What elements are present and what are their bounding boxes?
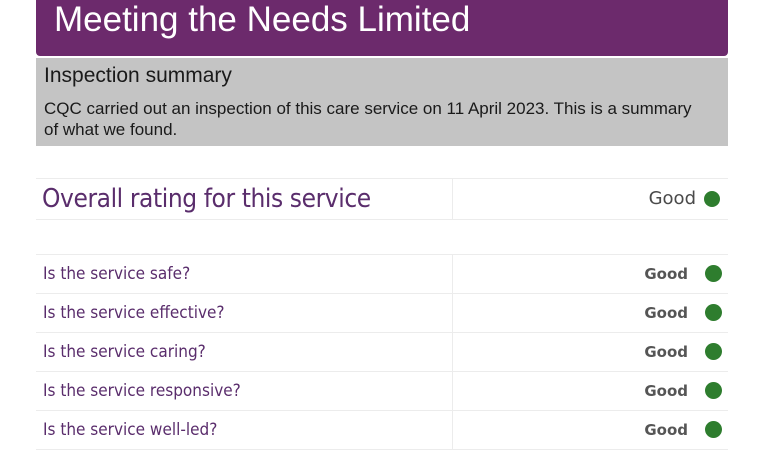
page-header: Meeting the Needs Limited [36,0,728,56]
rating-value: Good [644,382,688,400]
rating-value: Good [644,343,688,361]
overall-rating-label: Overall rating for this service [42,184,371,214]
question-row-responsive: Is the service responsive? Good [36,371,728,410]
column-divider [452,294,453,332]
good-rating-dot-icon [705,304,722,321]
good-rating-dot-icon [705,421,722,438]
summary-text: CQC carried out an inspection of this ca… [44,99,692,139]
question-label[interactable]: Is the service safe? [43,264,191,284]
column-divider [452,333,453,371]
good-rating-dot-icon [705,382,722,399]
spacer [36,220,728,254]
good-rating-dot-icon [705,265,722,282]
question-row-effective: Is the service effective? Good [36,293,728,332]
ratings-table: Overall rating for this service Good Is … [36,178,728,450]
question-row-safe: Is the service safe? Good [36,254,728,293]
question-label[interactable]: Is the service effective? [43,303,225,323]
question-label[interactable]: Is the service well-led? [43,420,218,440]
question-row-well-led: Is the service well-led? Good [36,410,728,450]
rating-value: Good [644,304,688,322]
overall-rating-row: Overall rating for this service Good [36,178,728,220]
rating-value: Good [644,421,688,439]
good-rating-dot-icon [704,191,720,207]
overall-rating-value: Good [648,188,696,209]
question-label[interactable]: Is the service responsive? [43,381,241,401]
column-divider [452,179,453,219]
inspection-summary: Inspection summary CQC carried out an in… [36,58,728,146]
question-label[interactable]: Is the service caring? [43,342,206,362]
good-rating-dot-icon [705,343,722,360]
summary-heading: Inspection summary [44,64,232,87]
column-divider [452,372,453,410]
column-divider [452,411,453,449]
column-divider [452,255,453,293]
question-row-caring: Is the service caring? Good [36,332,728,371]
provider-title: Meeting the Needs Limited [54,0,471,39]
rating-value: Good [644,265,688,283]
